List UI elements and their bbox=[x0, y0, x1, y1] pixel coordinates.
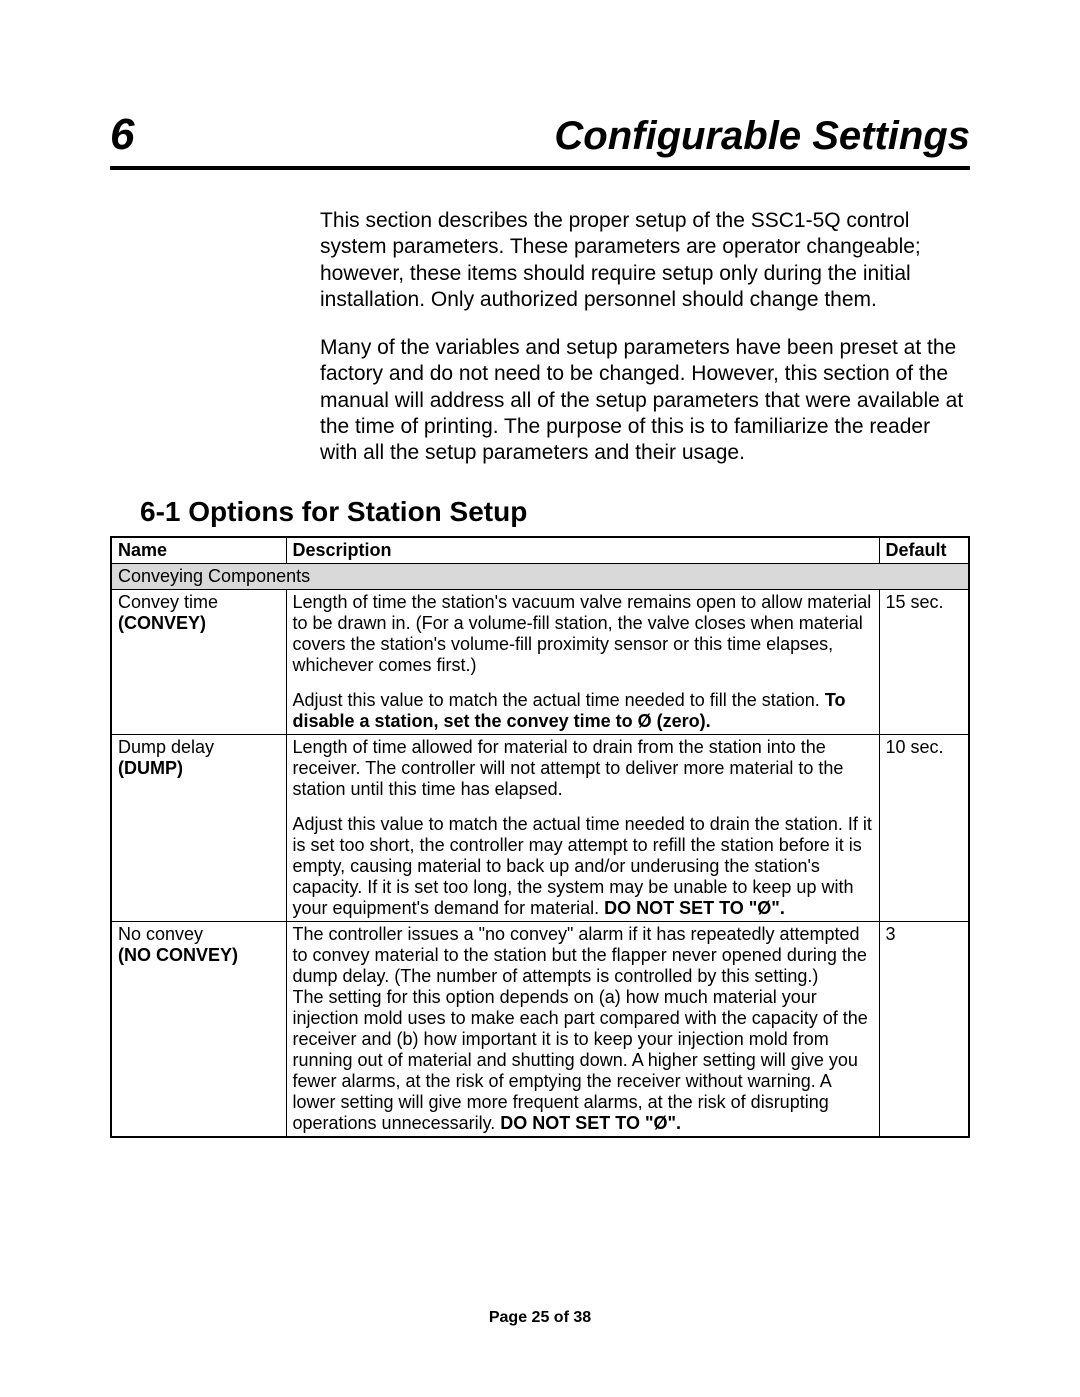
param-name: Convey time bbox=[118, 592, 218, 612]
intro-paragraph-2: Many of the variables and setup paramete… bbox=[320, 335, 970, 466]
chapter-header: 6 Configurable Settings bbox=[110, 110, 970, 170]
param-description: The controller issues a "no convey" alar… bbox=[293, 924, 873, 987]
param-description-cell: Length of time the station's vacuum valv… bbox=[286, 590, 879, 735]
param-description-cell: The controller issues a "no convey" alar… bbox=[286, 922, 879, 1138]
param-description-bold: DO NOT SET TO "Ø". bbox=[604, 898, 785, 918]
param-name: No convey bbox=[118, 924, 203, 944]
param-description-text: The setting for this option depends on (… bbox=[293, 987, 868, 1133]
param-description: Adjust this value to match the actual ti… bbox=[293, 814, 873, 919]
param-name-cell: No convey (NO CONVEY) bbox=[111, 922, 286, 1138]
header-name: Name bbox=[111, 537, 286, 564]
chapter-number: 6 bbox=[110, 110, 134, 160]
header-description: Description bbox=[286, 537, 879, 564]
header-default: Default bbox=[879, 537, 969, 564]
param-description-text: Adjust this value to match the actual ti… bbox=[293, 814, 872, 918]
param-description: The setting for this option depends on (… bbox=[293, 987, 873, 1134]
param-name-cell: Dump delay (DUMP) bbox=[111, 735, 286, 922]
intro-paragraph-1: This section describes the proper setup … bbox=[320, 208, 970, 313]
intro-block: This section describes the proper setup … bbox=[320, 208, 970, 466]
param-default: 15 sec. bbox=[879, 590, 969, 735]
page: 6 Configurable Settings This section des… bbox=[0, 0, 1080, 1397]
table-row: Dump delay (DUMP) Length of time allowed… bbox=[111, 735, 969, 922]
table-row: No convey (NO CONVEY) The controller iss… bbox=[111, 922, 969, 1138]
param-default: 10 sec. bbox=[879, 735, 969, 922]
param-default: 3 bbox=[879, 922, 969, 1138]
section-heading: 6-1 Options for Station Setup bbox=[140, 496, 970, 528]
param-name: Dump delay bbox=[118, 737, 214, 757]
param-description: Length of time the station's vacuum valv… bbox=[293, 592, 873, 676]
table-group-row: Conveying Components bbox=[111, 564, 969, 590]
settings-table: Name Description Default Conveying Compo… bbox=[110, 536, 970, 1138]
table-header-row: Name Description Default bbox=[111, 537, 969, 564]
param-description-bold: DO NOT SET TO "Ø". bbox=[500, 1113, 681, 1133]
param-name-cell: Convey time (CONVEY) bbox=[111, 590, 286, 735]
param-description: Adjust this value to match the actual ti… bbox=[293, 690, 873, 732]
param-code: (CONVEY) bbox=[118, 613, 206, 633]
chapter-title: Configurable Settings bbox=[554, 114, 970, 159]
param-code: (DUMP) bbox=[118, 758, 183, 778]
param-code: (NO CONVEY) bbox=[118, 945, 238, 965]
param-description-text: Adjust this value to match the actual ti… bbox=[293, 690, 825, 710]
param-description-cell: Length of time allowed for material to d… bbox=[286, 735, 879, 922]
table-row: Convey time (CONVEY) Length of time the … bbox=[111, 590, 969, 735]
table-group-label: Conveying Components bbox=[111, 564, 969, 590]
param-description: Length of time allowed for material to d… bbox=[293, 737, 873, 800]
page-footer: Page 25 of 38 bbox=[0, 1309, 1080, 1327]
